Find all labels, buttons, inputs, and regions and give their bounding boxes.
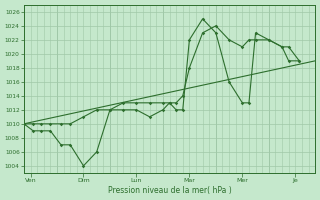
X-axis label: Pression niveau de la mer( hPa ): Pression niveau de la mer( hPa ) [108,186,231,195]
